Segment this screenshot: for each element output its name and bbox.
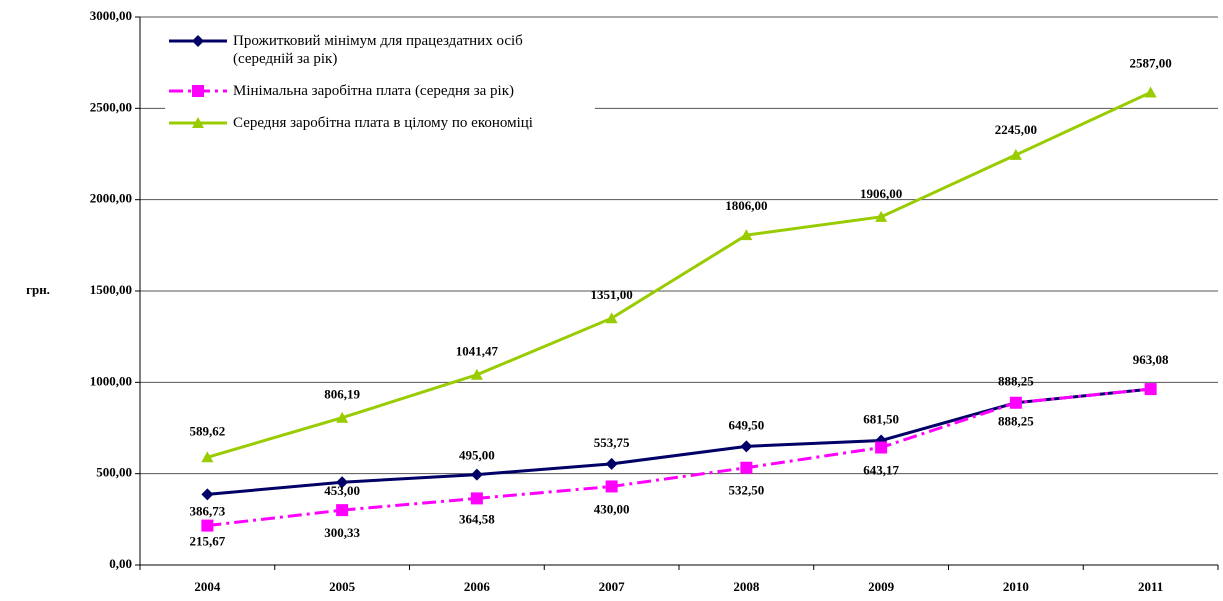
- legend: Прожитковий мінімум для працездатних осі…: [165, 32, 595, 146]
- marker: [192, 85, 204, 97]
- x-tick-label: 2006: [464, 579, 491, 594]
- data-label: 649,50: [729, 417, 765, 432]
- data-label: 430,00: [594, 501, 630, 516]
- marker: [336, 504, 349, 517]
- data-label: 806,19: [324, 387, 360, 402]
- legend-swatch: [169, 85, 227, 97]
- series-line: [207, 387, 1151, 528]
- legend-label: Середня заробітна плата в цілому по екон…: [233, 115, 533, 131]
- marker: [875, 210, 888, 222]
- x-tick-label: 2011: [1138, 579, 1163, 594]
- x-tick-label: 2008: [733, 579, 760, 594]
- marker: [201, 451, 214, 463]
- y-tick-label: 3000,00: [90, 8, 132, 23]
- legend-label: Прожитковий мінімум для працездатних осі…: [233, 33, 523, 67]
- data-label: 495,00: [459, 448, 495, 463]
- x-tick-label: 2004: [194, 579, 221, 594]
- data-label: 1351,00: [591, 287, 633, 302]
- y-tick-label: 1000,00: [90, 373, 132, 388]
- marker: [1144, 86, 1157, 98]
- marker: [470, 368, 483, 380]
- data-label: 386,73: [190, 503, 226, 518]
- marker: [336, 476, 349, 489]
- marker: [201, 488, 214, 501]
- data-label: 1806,00: [725, 198, 767, 213]
- data-label: 364,58: [459, 511, 495, 526]
- y-tick-label: 2500,00: [90, 99, 132, 114]
- marker: [1009, 396, 1022, 409]
- series-line: [207, 387, 1151, 496]
- y-tick-label: 500,00: [96, 465, 132, 480]
- x-tick-label: 2007: [599, 579, 626, 594]
- y-tick-label: 0,00: [109, 556, 132, 571]
- data-label: 553,75: [594, 435, 630, 450]
- x-tick-label: 2010: [1003, 579, 1029, 594]
- marker: [605, 457, 618, 470]
- marker: [192, 117, 204, 128]
- data-label: 681,50: [863, 411, 899, 426]
- data-label: 532,50: [729, 483, 765, 498]
- legend-item: Середня заробітна плата в цілому по екон…: [165, 114, 595, 132]
- legend-label: Мінімальна заробітна плата (середня за р…: [233, 83, 514, 99]
- marker: [201, 519, 214, 532]
- x-tick-label: 2005: [329, 579, 356, 594]
- data-label: 1041,47: [456, 344, 499, 359]
- data-label: 215,67: [190, 534, 226, 549]
- legend-item: Прожитковий мінімум для працездатних осі…: [165, 32, 595, 68]
- series-line: [206, 91, 1152, 459]
- legend-swatch: [169, 35, 227, 47]
- data-label: 888,25: [998, 414, 1034, 429]
- marker: [875, 441, 888, 454]
- marker: [192, 35, 204, 47]
- data-label: 2587,00: [1130, 55, 1172, 70]
- legend-item: Мінімальна заробітна плата (середня за р…: [165, 82, 595, 100]
- marker: [740, 440, 753, 453]
- marker: [605, 480, 618, 493]
- y-axis-label: грн.: [26, 282, 50, 297]
- y-tick-label: 2000,00: [90, 191, 132, 206]
- x-tick-label: 2009: [868, 579, 895, 594]
- marker: [1009, 148, 1022, 160]
- marker: [336, 411, 349, 423]
- data-label: 453,00: [324, 483, 360, 498]
- y-tick-label: 1500,00: [90, 282, 132, 297]
- data-label: 589,62: [190, 423, 226, 438]
- marker: [605, 312, 618, 324]
- marker: [470, 468, 483, 481]
- data-label: 643,17: [863, 462, 899, 477]
- data-label: 300,33: [324, 525, 360, 540]
- legend-swatch: [169, 117, 227, 128]
- data-label: 1906,00: [860, 186, 902, 201]
- data-label: 2245,00: [995, 122, 1037, 137]
- marker: [740, 461, 753, 474]
- data-label: 963,08: [1133, 352, 1169, 367]
- marker: [1144, 383, 1157, 396]
- marker: [470, 492, 483, 505]
- data-label: 888,25: [998, 374, 1034, 389]
- marker: [740, 229, 753, 241]
